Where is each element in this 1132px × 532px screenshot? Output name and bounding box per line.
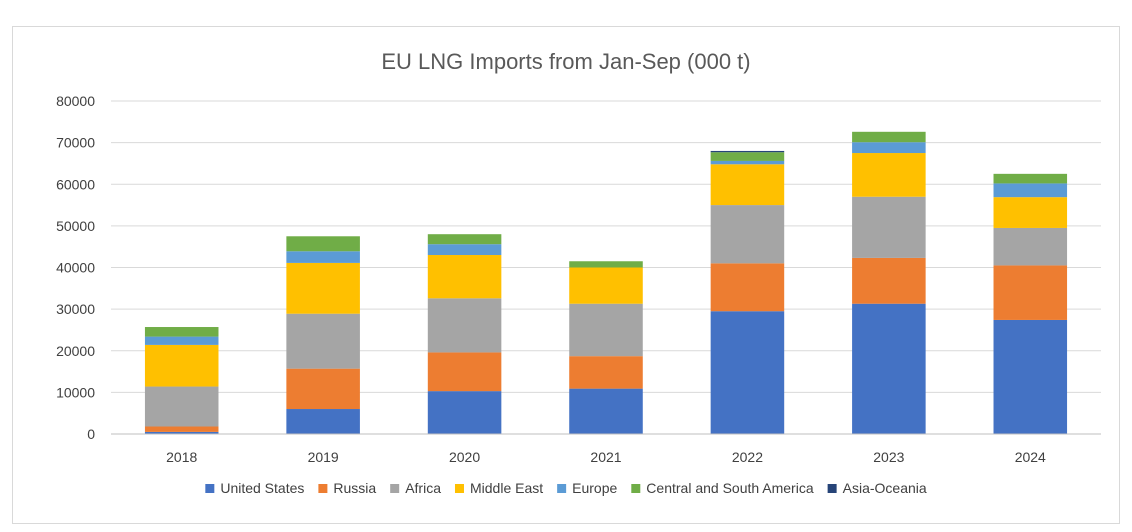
legend-label: Central and South America (646, 480, 814, 496)
bar-segment (852, 131, 926, 143)
bar-segment (710, 150, 785, 153)
bar-segment (993, 227, 1068, 266)
bar-segment (427, 391, 502, 434)
bar-segment (427, 298, 502, 353)
legend-label: Africa (405, 480, 441, 496)
chart-title: EU LNG Imports from Jan-Sep (000 t) (381, 49, 750, 74)
x-tick-label: 2021 (590, 449, 621, 465)
x-tick-label: 2019 (308, 449, 339, 465)
y-tick-label: 50000 (56, 218, 95, 234)
axis-layer: 0 10000 20000 30000 40000 50000 60000 70000 8000… (56, 93, 1101, 465)
bar-segment (852, 303, 926, 434)
bar-segment (852, 142, 926, 154)
bar-segment (427, 244, 502, 256)
legend-swatch (454, 484, 464, 493)
chart-svg: EU LNG Imports from Jan-Sep (000 t) 0 100… (56, 49, 1101, 496)
bar-segment (993, 319, 1068, 434)
chart-frame: EU LNG Imports from Jan-Sep (000 t) 0 100… (12, 26, 1120, 524)
y-tick-label: 20000 (56, 343, 95, 359)
bar-segment (144, 426, 219, 432)
bar-segment (710, 205, 785, 264)
bar-segment (286, 368, 360, 410)
legend-swatch (827, 484, 837, 493)
bar-segment (144, 336, 219, 345)
bar-segment (710, 164, 785, 206)
bar-segment (710, 160, 785, 165)
bar-segment (852, 257, 926, 304)
y-tick-label: 10000 (56, 384, 95, 400)
legend: United States Russia Africa Middle East Euro… (205, 480, 927, 496)
bars-layer (144, 131, 1068, 434)
bar-segment (427, 352, 502, 392)
bar-segment (710, 311, 785, 434)
x-tick-label: 2024 (1015, 449, 1046, 465)
bar-segment (569, 267, 643, 304)
bar-segment (144, 431, 219, 434)
legend-swatch (205, 484, 215, 493)
legend-label: Middle East (470, 480, 543, 496)
y-tick-label: 40000 (56, 260, 95, 276)
bar-segment (569, 303, 643, 357)
legend-label: United States (220, 480, 304, 496)
legend-label: Asia-Oceania (843, 480, 927, 496)
bar-segment (427, 255, 502, 299)
bar-segment (286, 262, 360, 314)
y-tick-label: 30000 (56, 301, 95, 317)
legend-label: Europe (572, 480, 617, 496)
bar-segment (286, 409, 360, 434)
bar-segment (144, 344, 219, 387)
legend-label: Russia (333, 480, 376, 496)
bar-segment (286, 236, 360, 252)
y-tick-label: 80000 (56, 93, 95, 109)
bar-segment (993, 183, 1068, 198)
bar-segment (286, 251, 360, 263)
x-tick-label: 2023 (873, 449, 904, 465)
legend-swatch (631, 484, 641, 493)
bar-segment (852, 153, 926, 197)
bar-segment (710, 152, 785, 161)
bar-segment (852, 196, 926, 258)
y-tick-label: 0 (87, 426, 95, 442)
bar-segment (569, 388, 643, 434)
bar-segment (993, 265, 1068, 320)
bar-segment (710, 263, 785, 312)
bar-segment (427, 234, 502, 245)
bar-segment (286, 313, 360, 369)
bar-segment (569, 261, 643, 268)
bar-segment (993, 197, 1068, 228)
x-tick-label: 2020 (449, 449, 480, 465)
legend-swatch (557, 484, 567, 493)
bar-segment (144, 327, 219, 337)
x-tick-label: 2018 (166, 449, 197, 465)
bar-segment (144, 386, 219, 427)
y-tick-label: 60000 (56, 176, 95, 192)
y-tick-label: 70000 (56, 135, 95, 151)
legend-swatch (318, 484, 328, 493)
legend-swatch (390, 484, 400, 493)
x-tick-label: 2022 (732, 449, 763, 465)
bar-segment (569, 356, 643, 389)
bar-segment (993, 173, 1068, 184)
